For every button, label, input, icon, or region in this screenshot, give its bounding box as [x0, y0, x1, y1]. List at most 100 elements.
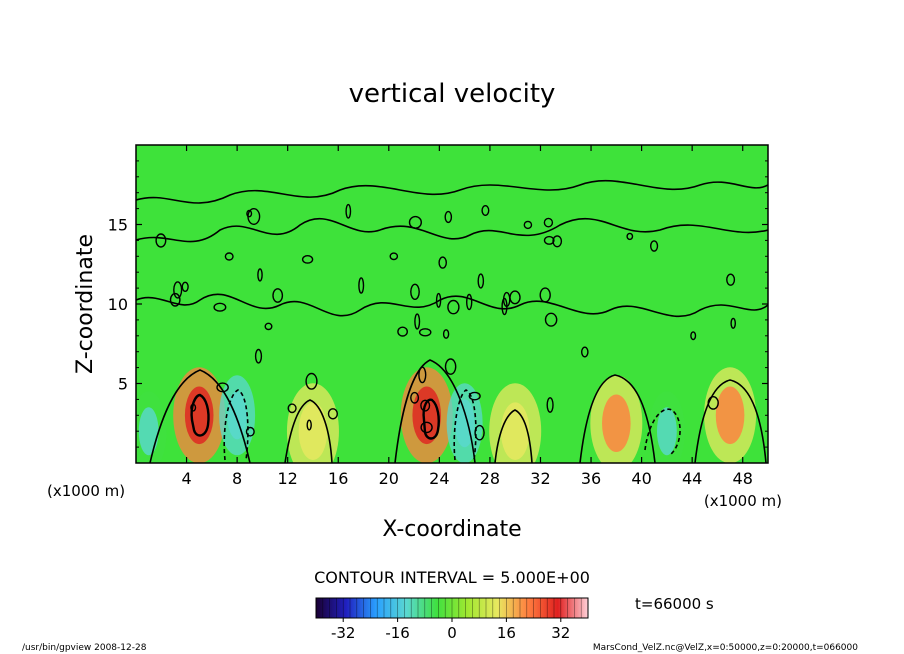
- anomaly-core: [602, 394, 631, 453]
- anomaly-core: [298, 402, 328, 461]
- small-contour: [181, 281, 189, 292]
- small-contour: [420, 421, 433, 434]
- small-contour: [626, 232, 634, 241]
- x-tick-label: 40: [631, 469, 651, 488]
- small-contour: [287, 403, 297, 414]
- small-contour: [468, 391, 481, 401]
- small-contour: [305, 372, 318, 390]
- small-contour: [539, 287, 551, 303]
- small-contour: [690, 331, 697, 341]
- small-contour: [730, 317, 737, 329]
- small-contour: [481, 204, 490, 216]
- contour-interval-label: CONTOUR INTERVAL = 5.000E+00: [314, 568, 590, 587]
- contour-line: [284, 399, 333, 463]
- small-contour: [358, 277, 365, 294]
- colorbar-tick-label: 16: [497, 624, 516, 642]
- small-contour: [397, 326, 408, 337]
- small-contour: [216, 382, 229, 393]
- x-axis-label: X-coordinate: [382, 517, 521, 542]
- x-tick-label: 44: [682, 469, 702, 488]
- small-contour: [581, 346, 589, 358]
- contour-line: [136, 179, 768, 204]
- footer-right: MarsCond_VelZ.nc@VelZ,x=0:50000,z=0:2000…: [593, 643, 858, 653]
- small-contour: [707, 395, 719, 410]
- small-contour: [257, 268, 263, 282]
- colorbar-segments: [322, 598, 582, 618]
- small-contour: [649, 240, 659, 252]
- contour-line: [579, 374, 656, 463]
- small-contour: [155, 233, 167, 248]
- x-tick-label: 20: [379, 469, 399, 488]
- colorbar-tick-label: 32: [551, 624, 570, 642]
- small-contour: [442, 329, 450, 339]
- anomaly-core: [138, 407, 159, 456]
- small-contour: [509, 290, 521, 305]
- colorbar-tick-label: -16: [385, 624, 410, 642]
- x-unit-left: (x1000 m): [47, 482, 125, 500]
- y-tick-label: 15: [108, 216, 128, 235]
- small-contour: [327, 408, 339, 420]
- contour-line: [149, 369, 251, 463]
- contour-line: [190, 393, 210, 437]
- colorbar-tick-label: -32: [331, 624, 356, 642]
- small-contour: [438, 256, 448, 269]
- small-contour: [435, 292, 442, 308]
- small-contour: [543, 235, 555, 245]
- small-contour: [254, 348, 263, 364]
- small-contour: [418, 366, 427, 384]
- small-contour: [447, 299, 460, 315]
- x-tick-label: 8: [232, 469, 242, 488]
- small-contour: [414, 313, 421, 330]
- small-contour: [546, 397, 554, 413]
- y-tick-label: 5: [118, 375, 128, 394]
- small-contour: [173, 281, 183, 299]
- small-contour: [544, 312, 558, 327]
- small-contour: [408, 215, 423, 229]
- y-axis-label: Z-coordinate: [73, 234, 98, 374]
- small-contour: [410, 391, 420, 404]
- small-contour: [523, 220, 533, 230]
- plot-area: [136, 145, 768, 463]
- small-contour: [444, 210, 453, 224]
- small-contour: [224, 252, 234, 261]
- x-tick-label: 16: [328, 469, 348, 488]
- anomaly-core: [454, 399, 475, 448]
- footer-left: /usr/bin/gpview 2008-12-28: [22, 643, 147, 653]
- contour-line: [494, 409, 533, 463]
- time-label: t=66000 s: [635, 595, 714, 613]
- anomaly-core: [656, 407, 677, 456]
- small-contour: [466, 293, 473, 311]
- x-tick-label: 28: [480, 469, 500, 488]
- x-tick-label: 48: [733, 469, 753, 488]
- small-contour: [477, 273, 485, 289]
- colorbar-tick-label: 0: [447, 624, 457, 642]
- anomaly-core: [500, 402, 530, 461]
- anomaly-core: [227, 391, 248, 440]
- small-contour: [501, 297, 508, 316]
- small-contour: [444, 358, 457, 375]
- small-contour: [272, 288, 284, 303]
- small-contour: [726, 273, 736, 286]
- contour-line: [694, 379, 767, 463]
- small-contour: [190, 403, 197, 412]
- x-tick-label: 36: [581, 469, 601, 488]
- anomaly-core: [715, 386, 745, 445]
- small-contour: [213, 302, 227, 312]
- contour-line: [453, 389, 477, 461]
- small-contour: [169, 292, 181, 307]
- y-axis-ticks: 5 10 15: [108, 160, 768, 448]
- contour-line: [223, 389, 249, 461]
- small-contour: [389, 252, 399, 261]
- colorbar-ticks: -32 -16 0 16 32: [331, 618, 570, 642]
- x-tick-label: 4: [181, 469, 191, 488]
- x-tick-label: 32: [530, 469, 550, 488]
- x-unit-right: (x1000 m): [704, 492, 782, 510]
- small-contour: [474, 424, 485, 441]
- small-contour: [345, 203, 352, 219]
- small-contour-cells: [155, 203, 737, 441]
- small-contour: [245, 426, 255, 437]
- contour-line: [422, 398, 440, 440]
- small-contour: [306, 419, 312, 431]
- contour-line: [394, 359, 476, 463]
